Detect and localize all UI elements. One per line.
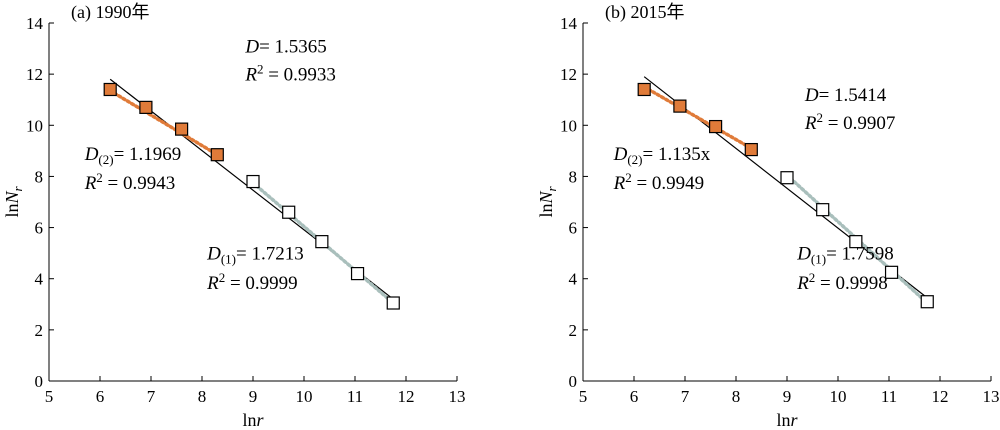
- y-axis-label: lnNr: [2, 186, 25, 218]
- x-tick-label: 11: [347, 387, 363, 406]
- y-tick-label: 0: [35, 372, 44, 391]
- x-tick-label: 8: [732, 387, 741, 406]
- y-tick-label: 12: [560, 65, 577, 84]
- y-tick-label: 2: [569, 321, 578, 340]
- data-point-open: [920, 295, 934, 309]
- y-tick-label: 4: [35, 270, 44, 289]
- x-tick-label: 10: [830, 387, 847, 406]
- data-point-open: [816, 203, 830, 217]
- annotation-d: D= 1.5365: [244, 36, 326, 57]
- x-tick-label: 7: [681, 387, 690, 406]
- x-tick-label: 12: [398, 387, 415, 406]
- y-tick-label: 6: [35, 219, 44, 238]
- y-tick-label: 4: [569, 270, 578, 289]
- y-tick-label: 12: [26, 65, 43, 84]
- y-tick-label: 6: [569, 219, 578, 238]
- x-tick-label: 6: [630, 387, 639, 406]
- annotation-d1-r2: R2 = 0.9999: [206, 270, 298, 294]
- annotation-d2: D(2)= 1.135x: [613, 144, 711, 167]
- fit-line-dotted: [108, 89, 220, 157]
- annotation-d-r2: R2 = 0.9907: [804, 110, 896, 134]
- data-point-open: [884, 265, 899, 279]
- x-tick-label: 9: [249, 387, 258, 406]
- x-tick-label: 5: [45, 387, 54, 406]
- y-tick-label: 10: [560, 116, 577, 135]
- annotation-d: D= 1.5414: [804, 85, 887, 106]
- y-tick-label: 10: [26, 116, 43, 135]
- data-point-filled: [103, 82, 117, 97]
- x-tick-label: 11: [881, 387, 897, 406]
- panel-b: 5 6 7 8 9 10 11 12 13 0 2 4 6 8 10 12 14 lnr lnNr (b) 2015年…: [536, 2, 1000, 430]
- x-axis-label: lnr: [242, 410, 264, 430]
- data-point-open: [386, 296, 400, 310]
- y-tick-label: 14: [560, 14, 578, 33]
- x-tick-label: 13: [449, 387, 466, 406]
- x-tick-label: 13: [983, 387, 1000, 406]
- data-point-filled: [708, 119, 723, 134]
- data-point-filled: [673, 99, 687, 113]
- data-point-open: [849, 235, 863, 249]
- data-point-filled: [175, 122, 189, 136]
- annotation-d2-r2: R2 = 0.9943: [84, 170, 176, 194]
- annotation-d1: D(1)= 1.7213: [206, 244, 304, 267]
- x-tick-label: 7: [147, 387, 156, 406]
- annotation-d1: D(1)= 1.7598: [796, 244, 894, 267]
- y-tick-label: 2: [35, 321, 44, 340]
- y-axis-label-text: lnNr: [2, 186, 25, 218]
- data-point-open: [780, 171, 794, 185]
- y-axis-label-text: lnNr: [536, 186, 559, 218]
- y-axis-label: lnNr: [536, 186, 559, 218]
- x-tick-label: 5: [579, 387, 588, 406]
- fit-line-dotted: [642, 85, 754, 151]
- annotation-d2: D(2)= 1.1969: [84, 144, 182, 167]
- x-tick-label: 9: [783, 387, 792, 406]
- data-point-open: [350, 267, 365, 281]
- x-tick-label: 6: [96, 387, 105, 406]
- x-axis-label: lnr: [776, 410, 798, 430]
- y-tick-label: 8: [35, 167, 44, 186]
- data-point-open: [246, 174, 260, 189]
- data-point-filled: [139, 100, 153, 114]
- data-point-open: [315, 235, 329, 249]
- panel-title: (b) 2015年: [605, 2, 685, 23]
- y-tick-label: 14: [26, 14, 44, 33]
- annotation-d1-r2: R2 = 0.9998: [796, 270, 888, 294]
- data-point-filled: [637, 82, 651, 97]
- x-tick-label: 12: [932, 387, 949, 406]
- y-tick-label: 0: [569, 372, 578, 391]
- panel-a: 5 6 7 8 9 10 11 12 13 0 2 4 6 8 10 12 14 lnr lnNr (a) 1990年…: [2, 2, 466, 430]
- x-tick-label: 10: [296, 387, 313, 406]
- data-point-open: [282, 205, 296, 219]
- annotation-d2-r2: R2 = 0.9949: [613, 170, 705, 194]
- data-point-filled: [744, 142, 758, 157]
- data-point-filled: [210, 148, 224, 162]
- annotation-d-r2: R2 = 0.9933: [244, 62, 336, 86]
- x-tick-label: 8: [198, 387, 207, 406]
- y-tick-label: 8: [569, 167, 578, 186]
- panel-title: (a) 1990年: [71, 2, 149, 23]
